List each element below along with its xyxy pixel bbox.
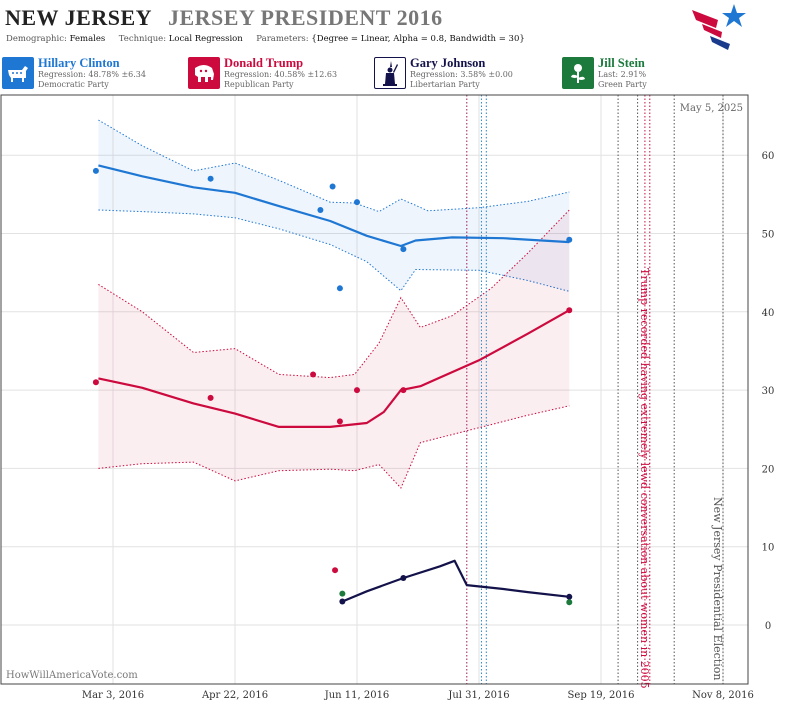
regression-line: [98, 164, 570, 248]
poll-point: [400, 575, 407, 582]
donkey-icon: [2, 57, 34, 89]
candidate-name: Hillary Clinton: [38, 56, 120, 70]
regression-line: [341, 559, 570, 603]
poll-point: [207, 175, 214, 182]
poll-point: [92, 379, 99, 386]
plot-frame: [0, 94, 749, 685]
regression-line: [98, 309, 570, 428]
poll-point: [332, 567, 339, 574]
y-tick-label: 0: [765, 621, 771, 632]
x-tick-label: Mar 3, 2016: [82, 690, 144, 701]
technique-label: Technique:: [118, 34, 167, 44]
poll-point: [566, 236, 573, 243]
liberty-statue-icon: [374, 57, 406, 89]
poll-point: [92, 167, 99, 174]
y-tick-label: 20: [762, 464, 775, 475]
parameters-value: {Degree = Linear, Alpha = 0.8, Bandwidth…: [311, 34, 525, 44]
trump-event-annotation: Trump recorded having extremely lewd con…: [638, 268, 651, 689]
poll-point: [336, 418, 343, 425]
confidence-bands: [98, 119, 570, 489]
elephant-icon: [188, 57, 220, 89]
event-lines: [466, 95, 724, 684]
date-stamp: May 5, 2025: [680, 103, 743, 114]
candidate-card-stein: Jill Stein Last: 2.91% Green Party: [560, 55, 748, 92]
poll-point: [566, 593, 573, 600]
candidate-party: Democratic Party: [38, 80, 109, 89]
x-tick-label: Jul 31, 2016: [447, 690, 509, 701]
race-title: JERSEY PRESIDENT 2016: [168, 5, 443, 30]
candidate-party: Libertarian Party: [410, 80, 480, 89]
candidate-name: Jill Stein: [598, 56, 645, 70]
candidate-stat: Regression: 40.58% ±12.63: [224, 70, 338, 79]
confidence-band: [98, 120, 570, 292]
y-tick-label: 50: [762, 230, 775, 241]
technique-value: Local Regression: [168, 34, 243, 44]
poll-point: [317, 207, 324, 214]
candidate-name: Donald Trump: [224, 56, 304, 70]
y-axis-ticks: 0 10 20 30 40 50 60: [762, 151, 775, 632]
poll-point: [566, 599, 573, 606]
candidate-name: Gary Johnson: [410, 56, 486, 70]
x-tick-label: Nov 8, 2016: [692, 690, 754, 701]
candidate-stat: Regression: 3.58% ±0.00: [410, 70, 513, 79]
state-title: NEW JERSEY: [5, 5, 153, 30]
confidence-band: [98, 210, 570, 488]
y-tick-label: 30: [762, 386, 775, 397]
x-tick-label: Apr 22, 2016: [201, 690, 268, 701]
band-upper-line: [98, 209, 570, 379]
y-tick-label: 40: [762, 308, 775, 319]
poll-point: [339, 590, 346, 597]
poll-point: [329, 183, 336, 190]
demographic-label: Demographic:: [6, 34, 67, 44]
poll-point: [566, 307, 573, 314]
election-annotation: New Jersey Presidential Election: [711, 497, 724, 680]
poll-point: [354, 387, 360, 394]
parameters-label: Parameters:: [256, 34, 309, 44]
poll-point: [207, 394, 214, 401]
demographic-value: Females: [69, 34, 106, 44]
poll-point: [339, 598, 346, 605]
candidate-party: Green Party: [598, 80, 647, 89]
y-tick-label: 60: [762, 151, 775, 162]
flag-star-logo: [692, 4, 746, 50]
x-axis-ticks: Mar 3, 2016 Apr 22, 2016 Jun 11, 2016 Jul 3…: [82, 690, 754, 701]
watermark: HowWillAmericaVote.com: [6, 670, 138, 681]
candidate-party: Republican Party: [224, 80, 294, 89]
candidate-stat: Regression: 48.78% ±6.34: [38, 70, 146, 79]
poll-point: [400, 387, 407, 394]
poll-point: [336, 285, 343, 292]
candidate-card-johnson: Gary Johnson Regression: 3.58% ±0.00 Lib…: [372, 55, 560, 92]
poll-points: [92, 167, 573, 606]
parameters-line: Demographic: Females Technique: Local Re…: [6, 34, 525, 44]
candidate-stat: Last: 2.91%: [598, 70, 647, 79]
band-lower-line: [98, 405, 570, 489]
band-lower-line: [98, 209, 570, 292]
x-tick-label: Sep 19, 2016: [568, 690, 635, 701]
chart-header: NEW JERSEY JERSEY PRESIDENT 2016 Demogra…: [0, 0, 789, 50]
regression-lines: [98, 164, 570, 603]
poll-point: [354, 199, 360, 206]
y-tick-label: 10: [762, 543, 775, 554]
candidate-card-trump: Donald Trump Regression: 40.58% ±12.63 R…: [186, 55, 372, 92]
poll-point: [400, 246, 407, 253]
candidate-card-clinton: Hillary Clinton Regression: 48.78% ±6.34…: [0, 55, 186, 92]
rose-icon: [562, 57, 594, 89]
x-tick-label: Jun 11, 2016: [324, 690, 390, 701]
poll-point: [310, 371, 317, 378]
